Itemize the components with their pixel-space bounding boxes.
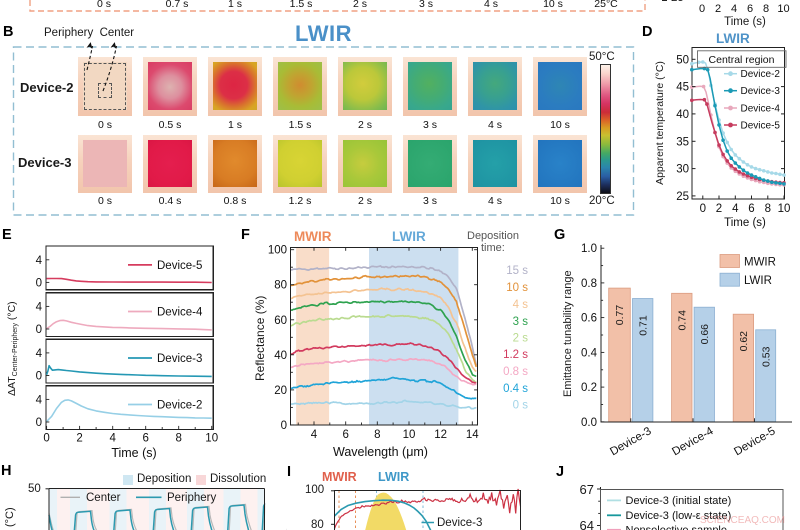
svg-text:0.8 s: 0.8 s [503,366,528,378]
svg-text:0.8: 0.8 [581,278,597,290]
svg-text:0.0: 0.0 [581,417,597,429]
svg-text:6: 6 [748,203,754,215]
svg-text:10: 10 [205,433,218,445]
svg-text:MWIR: MWIR [744,257,776,269]
svg-text:0.53: 0.53 [760,346,772,367]
svg-text:Device-3 (low-ε state): Device-3 (low-ε state) [626,510,732,522]
svg-text:0: 0 [43,433,49,445]
svg-text:0.74: 0.74 [677,310,689,331]
svg-text:45: 45 [676,82,689,94]
svg-text:1.2 s: 1.2 s [503,349,528,361]
svg-text:10: 10 [778,203,791,215]
svg-text:2 s: 2 s [513,333,529,345]
svg-text:35: 35 [676,136,689,148]
svg-text:Wavelength (μm): Wavelength (μm) [333,445,428,459]
svg-text:Time (s): Time (s) [724,217,766,229]
svg-text:Time (s): Time (s) [111,446,156,460]
svg-text:Device-3 (initial state): Device-3 (initial state) [626,495,732,507]
svg-text:12: 12 [434,429,447,441]
svg-text:0: 0 [700,203,706,215]
svg-text:0.77: 0.77 [614,305,626,326]
svg-text:8: 8 [765,203,771,215]
svg-text:Device-3: Device-3 [741,86,781,97]
svg-text:4 s: 4 s [513,299,529,311]
svg-text:0: 0 [36,371,42,383]
svg-text:50: 50 [676,54,689,66]
svg-text:14: 14 [466,429,479,441]
svg-text:80: 80 [274,280,287,292]
svg-text:Device-2: Device-2 [157,399,202,411]
svg-text:4: 4 [732,203,739,215]
svg-text:10 s: 10 s [506,282,528,294]
svg-text:60: 60 [274,315,287,327]
svg-text:0.4 s: 0.4 s [503,383,528,395]
svg-text:0.6: 0.6 [581,313,597,325]
svg-text:0: 0 [36,277,42,289]
svg-text:0.66: 0.66 [699,324,711,345]
svg-text:6: 6 [142,433,148,445]
svg-text:40: 40 [274,350,287,362]
svg-text:0.2: 0.2 [581,382,597,394]
svg-text:40: 40 [676,109,689,121]
svg-text:8: 8 [175,433,181,445]
svg-text:6: 6 [342,429,348,441]
svg-text:Device-5: Device-5 [157,260,202,272]
svg-text:4: 4 [311,429,318,441]
svg-text:30: 30 [676,164,689,176]
svg-text:0: 0 [281,420,287,432]
svg-text:Device-5: Device-5 [741,121,781,132]
svg-text:Central region: Central region [709,54,775,66]
svg-text:20: 20 [274,385,287,397]
svg-text:0.4: 0.4 [581,347,598,359]
svg-text:Nonselective sample: Nonselective sample [626,525,728,530]
svg-text:4: 4 [36,301,43,313]
svg-text:25: 25 [676,191,689,203]
svg-text:3 s: 3 s [513,316,529,328]
svg-text:0.62: 0.62 [738,331,750,352]
svg-text:15 s: 15 s [506,265,528,277]
svg-text:0: 0 [36,324,42,336]
svg-text:4: 4 [36,348,43,360]
svg-text:4: 4 [109,433,116,445]
svg-text:Device-2: Device-2 [741,69,781,80]
svg-text:10: 10 [403,429,416,441]
svg-text:100: 100 [268,245,287,257]
svg-text:LWIR: LWIR [744,275,772,287]
svg-text:0.71: 0.71 [637,315,649,336]
svg-text:0: 0 [36,417,42,429]
svg-text:2: 2 [76,433,82,445]
svg-text:Device-4: Device-4 [741,104,781,115]
svg-text:2: 2 [716,203,722,215]
svg-text:8: 8 [374,429,380,441]
svg-text:Device-3: Device-3 [157,353,202,365]
svg-text:4: 4 [36,255,43,267]
svg-text:1.0: 1.0 [581,243,597,255]
svg-text:Device-4: Device-4 [157,306,203,318]
svg-text:4: 4 [36,394,43,406]
svg-text:0 s: 0 s [513,400,529,412]
